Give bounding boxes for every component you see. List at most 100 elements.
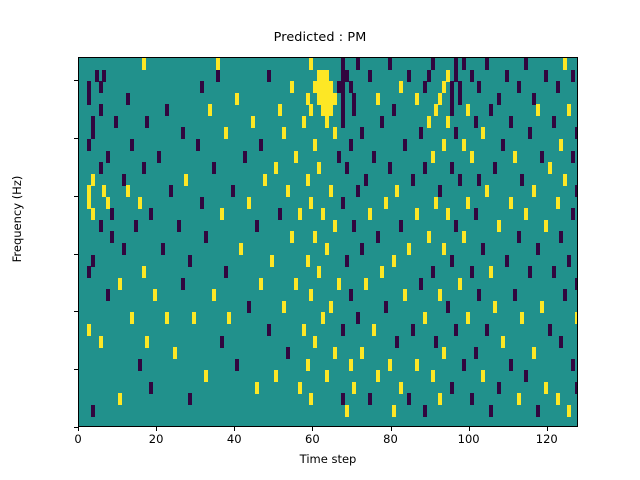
heatmap-cell — [172, 347, 177, 360]
y-tick-mark — [74, 137, 78, 139]
y-tick-mark — [74, 195, 78, 197]
heatmap-cell — [321, 104, 326, 117]
heatmap-cell — [469, 266, 474, 279]
heatmap-cell — [340, 69, 345, 82]
heatmap-cell — [457, 81, 462, 94]
heatmap-cell — [270, 254, 275, 267]
heatmap-cell — [110, 208, 115, 221]
heatmap-cell — [98, 335, 103, 348]
heatmap-cell — [387, 58, 392, 70]
heatmap-cell — [297, 381, 302, 394]
heatmap-cell — [266, 323, 271, 336]
heatmap-cell — [575, 381, 577, 394]
y-axis-label: Frequency (Hz) — [10, 175, 24, 263]
heatmap-cell — [387, 358, 392, 371]
x-tick-label: 100 — [457, 432, 480, 446]
heatmap-cell — [477, 81, 482, 94]
heatmap-cell — [336, 277, 341, 290]
heatmap-cell — [395, 335, 400, 348]
heatmap-cell — [102, 69, 107, 82]
heatmap-cell — [438, 393, 443, 406]
heatmap-cell — [438, 92, 443, 105]
y-tick-mark — [74, 80, 78, 82]
heatmap-cell — [258, 138, 263, 151]
heatmap-cell — [204, 370, 208, 383]
heatmap-cell — [450, 92, 455, 105]
heatmap-cell — [356, 185, 361, 198]
heatmap-cell — [422, 312, 427, 325]
heatmap-cell — [399, 219, 404, 232]
heatmap-axes[interactable] — [78, 57, 578, 427]
heatmap-cell — [243, 150, 248, 163]
heatmap-cell — [391, 254, 396, 267]
heatmap-cell — [532, 347, 537, 360]
heatmap-cell — [555, 393, 560, 406]
heatmap-cell — [348, 289, 353, 302]
heatmap-cell — [301, 323, 306, 336]
heatmap-cell — [102, 185, 107, 198]
heatmap-cell — [340, 323, 345, 336]
heatmap-cell — [450, 162, 455, 175]
heatmap-cell — [454, 69, 458, 82]
heatmap-cell — [434, 196, 439, 209]
heatmap-cell — [137, 196, 142, 209]
heatmap-cell — [129, 312, 134, 325]
heatmap-cell — [317, 92, 322, 105]
heatmap-cell — [411, 173, 416, 186]
heatmap-cell — [465, 196, 470, 209]
heatmap-cell — [219, 208, 224, 221]
heatmap-cell — [442, 347, 447, 360]
heatmap-cell — [141, 266, 146, 279]
heatmap-cell — [321, 208, 326, 221]
heatmap-cell — [371, 150, 376, 163]
heatmap-cell — [321, 92, 326, 105]
heatmap-cell — [454, 127, 458, 140]
heatmap-cell — [176, 219, 181, 232]
heatmap-cell — [387, 162, 392, 175]
heatmap-cell — [211, 289, 216, 302]
heatmap-cell — [379, 115, 384, 128]
heatmap-cell — [489, 104, 494, 117]
heatmap-cell — [496, 381, 501, 394]
heatmap-cell — [426, 115, 431, 128]
heatmap-cell — [106, 150, 111, 163]
heatmap-cell — [340, 393, 345, 406]
heatmap-cell — [414, 358, 419, 371]
heatmap-cell — [457, 173, 462, 186]
heatmap-cell — [551, 266, 556, 279]
heatmap-cell — [473, 347, 478, 360]
heatmap-cell — [90, 404, 95, 417]
heatmap-cell — [368, 208, 373, 221]
heatmap-cell — [317, 162, 322, 175]
heatmap-cell — [543, 69, 548, 82]
heatmap-cell — [321, 69, 326, 82]
heatmap-cell — [360, 127, 365, 140]
heatmap-cell — [559, 231, 564, 244]
heatmap-cell — [430, 150, 435, 163]
heatmap-cell — [469, 69, 474, 82]
heatmap-cell — [438, 185, 443, 198]
heatmap-cell — [293, 277, 298, 290]
heatmap-cell — [461, 58, 466, 70]
heatmap-cell — [305, 173, 310, 186]
heatmap-cell — [235, 358, 240, 371]
heatmap-cell — [512, 289, 517, 302]
heatmap-cell — [317, 81, 322, 94]
heatmap-cell — [94, 69, 99, 82]
heatmap-cell — [465, 312, 470, 325]
heatmap-cell — [90, 173, 95, 186]
heatmap-cell — [438, 289, 443, 302]
heatmap-cell — [450, 381, 455, 394]
heatmap-cell — [551, 115, 556, 128]
heatmap-cell — [106, 196, 111, 209]
heatmap-cell — [164, 312, 169, 325]
heatmap-cell — [231, 185, 236, 198]
x-axis-label: Time step — [299, 452, 357, 466]
heatmap-cell — [332, 92, 337, 105]
heatmap-cell — [450, 254, 455, 267]
heatmap-cell — [461, 138, 466, 151]
heatmap-cell — [375, 231, 380, 244]
heatmap-cell — [461, 231, 466, 244]
heatmap-cell — [348, 138, 353, 151]
